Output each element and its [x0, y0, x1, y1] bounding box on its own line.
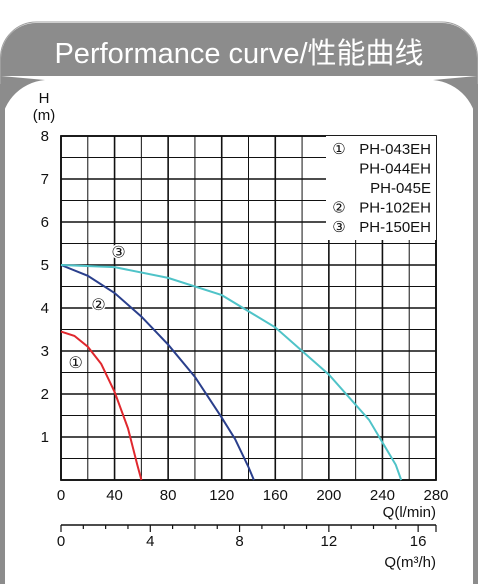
legend-item: PH-043EH	[359, 141, 431, 158]
series-line-2	[60, 264, 255, 481]
y-axis-unit: (m)	[33, 107, 56, 124]
y-axis-label: H	[39, 90, 50, 107]
plot-frame	[60, 135, 437, 481]
x-tick-label: 120	[209, 487, 234, 504]
y-tick-label: 1	[41, 429, 49, 446]
series-marker-bg	[68, 354, 84, 370]
x-axis-label: Q(l/min)	[383, 504, 436, 521]
y-tick-label: 6	[41, 214, 49, 231]
x-tick-label: 280	[423, 487, 448, 504]
series-line-3	[60, 264, 403, 481]
legend-marker: ③	[332, 219, 345, 236]
series-line-1	[60, 330, 143, 481]
x-tick-label: 80	[160, 487, 177, 504]
y-tick-label: 2	[41, 386, 49, 403]
series-marker-bg	[91, 296, 106, 312]
series-marker-2: ②	[91, 297, 105, 314]
x-tick-label: 0	[57, 487, 65, 504]
legend	[326, 136, 436, 240]
series-marker-1: ①	[69, 355, 83, 372]
x2-tick-label: 0	[57, 533, 65, 550]
legend-marker: ①	[332, 141, 345, 158]
x-tick-label: 160	[263, 487, 288, 504]
x2-axis-label: Q(m³/h)	[384, 554, 436, 571]
series-marker-3: ③	[111, 245, 125, 262]
x2-tick-label: 12	[321, 533, 338, 550]
y-tick-label: 8	[41, 128, 49, 145]
y-tick-label: 5	[41, 257, 49, 274]
title-bar	[1, 23, 477, 76]
x2-tick-label: 4	[146, 533, 154, 550]
legend-item: PH-045E	[370, 180, 431, 197]
series-marker-bg	[111, 244, 127, 260]
y-tick-label: 3	[41, 343, 49, 360]
y-tick-label: 4	[41, 300, 49, 317]
x-tick-label: 40	[106, 487, 123, 504]
x-tick-label: 240	[370, 487, 395, 504]
x2-tick-label: 8	[235, 533, 243, 550]
y-tick-label: 7	[41, 171, 49, 188]
legend-item: PH-102EH	[359, 200, 431, 217]
legend-marker: ②	[332, 200, 345, 217]
x-tick-label: 200	[316, 487, 341, 504]
legend-item: PH-044EH	[359, 161, 431, 178]
chart-title: Performance curve/性能曲线	[54, 37, 423, 70]
x2-tick-label: 16	[410, 533, 427, 550]
legend-item: PH-150EH	[359, 219, 431, 236]
